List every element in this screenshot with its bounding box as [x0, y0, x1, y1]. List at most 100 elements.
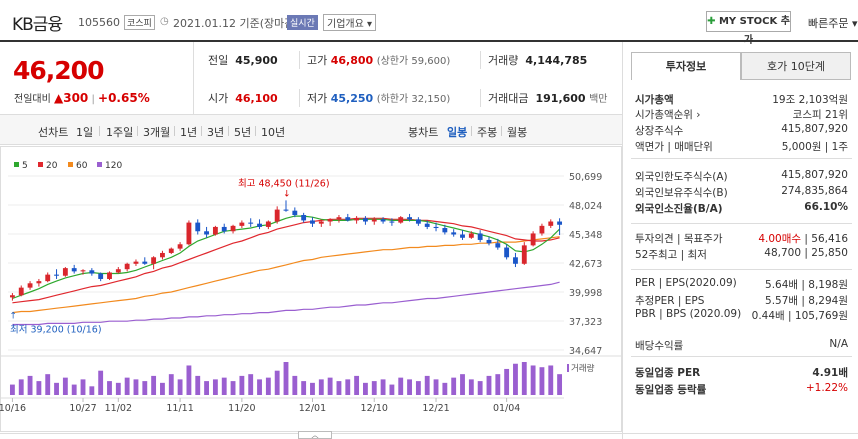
candle-chart-label: 봉차트 [408, 126, 439, 139]
candle-body [495, 243, 501, 248]
period-3year[interactable]: 3년 [207, 126, 225, 139]
volume-bar [557, 374, 563, 395]
open-price: 시가 46,100 [208, 92, 278, 105]
volume-bar [265, 377, 271, 395]
info-row-value: +1.22% [805, 382, 848, 394]
candle-body [204, 231, 209, 235]
candle-body [451, 232, 457, 235]
ma120-line [12, 281, 560, 326]
ma5-line [12, 215, 561, 300]
x-tick-label: 12/21 [422, 403, 449, 414]
y-tick-label: 37,323 [569, 317, 602, 328]
stock-header: KB금융 105560 코스피 ◷ 2021.01.12 기준(장마감) 실시간… [0, 0, 858, 46]
volume-bar [380, 379, 386, 395]
candle-body [45, 274, 51, 282]
candle-body [557, 221, 563, 225]
low-annotation: 최저 39,200 (10/16) [10, 325, 102, 336]
x-tick-label: 12/10 [361, 403, 388, 414]
my-stock-add-button[interactable]: ✚ MY STOCK 추가 [706, 11, 791, 46]
high-annotation: 최고 48,450 (11/26) [238, 178, 330, 189]
price-change: 전일대비 ▲300 | +0.65% [14, 91, 150, 105]
tab-orderbook-10[interactable]: 호가 10단계 [741, 52, 851, 80]
candle-monthly[interactable]: 월봉 [507, 126, 528, 139]
volume-bar [54, 382, 59, 395]
candle-body [257, 223, 262, 227]
info-row-label: 외국인보유주식수(B) [635, 187, 728, 199]
low-price: 저가 45,250 (하한가 32,150) [307, 92, 451, 105]
price-box: 46,200 전일대비 ▲300 | +0.65% [0, 42, 194, 114]
info-row-value: 코스피 21위 [792, 109, 848, 121]
volume-bar [168, 374, 174, 395]
plus-icon: ✚ [707, 16, 716, 27]
period-5year[interactable]: 5년 [234, 126, 252, 139]
candle-body [239, 222, 245, 226]
divider [480, 51, 481, 69]
info-row-label: 상장주식수 [635, 125, 684, 137]
period-1year[interactable]: 1년 [180, 126, 198, 139]
info-row-value-rest: | 56,416 [801, 233, 848, 245]
candle-body [530, 233, 536, 246]
candle-body [133, 261, 139, 264]
volume-bar [345, 379, 351, 395]
quick-order-button[interactable]: 빠른주문 ▾ [808, 17, 858, 30]
volume-bar [151, 375, 157, 395]
stock-code: 105560 [78, 16, 120, 29]
candle-daily[interactable]: 일봉 [447, 126, 468, 139]
candle-body [486, 239, 492, 244]
candle-body [310, 220, 315, 224]
line-chart-button[interactable]: 선차트 [38, 126, 69, 139]
candle-weekly[interactable]: 주봉 [477, 126, 498, 139]
volume-bar [460, 374, 465, 395]
volume-bar [451, 377, 457, 395]
tab-investment-info[interactable]: 투자정보 [631, 52, 741, 80]
legend-label: 60 [76, 161, 88, 171]
clock-icon: ◷ [160, 16, 169, 27]
legend-label: 5 [22, 161, 28, 171]
candle-body [71, 268, 77, 272]
candle-body [513, 257, 518, 264]
candle-body [274, 209, 280, 222]
candle-body [283, 209, 289, 211]
volume-legend-swatch [567, 364, 569, 372]
volume-bar [142, 381, 148, 395]
volume-bar [160, 382, 165, 395]
volume-bar [186, 365, 192, 395]
info-row-label: 액면가 | 매매단위 [635, 141, 713, 153]
candle-body [168, 248, 174, 253]
y-tick-label: 48,024 [569, 201, 602, 212]
x-tick-label: 11/11 [166, 403, 193, 414]
volume-bar [301, 381, 307, 395]
period-10year[interactable]: 10년 [261, 126, 286, 139]
candlestick-chart[interactable]: 5 20 60 120 50,699 48,024 45,348 42,673 39,998 37… [0, 146, 622, 439]
info-tabs: 투자정보 호가 10단계 [631, 52, 852, 80]
period-1day[interactable]: 1일 [76, 126, 94, 139]
volume-bar [442, 382, 448, 395]
candle-body [301, 215, 307, 221]
candle-body [124, 263, 130, 270]
candle-body [318, 221, 324, 224]
volume-bar [107, 381, 112, 395]
period-1week[interactable]: 1주일 [106, 126, 134, 139]
company-overview-button[interactable]: 기업개요 ▾ [323, 14, 376, 31]
candle-body [160, 252, 165, 258]
volume-bar [415, 381, 421, 395]
info-row-value: N/A [829, 338, 848, 350]
x-tick-label: 10/27 [69, 403, 96, 414]
volume-bar [495, 374, 501, 395]
legend-swatch [14, 162, 19, 167]
collapse-handle[interactable]: ︿ [298, 431, 332, 439]
volume-bar [398, 377, 404, 395]
volume-bar [221, 377, 227, 395]
info-row-label: 외국인소진율(B/A) [635, 203, 723, 215]
stock-name: KB금융 [12, 15, 63, 35]
candle-body [265, 221, 271, 227]
candle-body [336, 217, 342, 220]
x-tick-label: 12/01 [299, 403, 326, 414]
candle-body [363, 218, 368, 222]
info-row-value: 274,835,864 [781, 185, 848, 197]
realtime-button[interactable]: 실시간 [287, 15, 318, 30]
period-3month[interactable]: 3개월 [143, 126, 171, 139]
volume-bar [18, 379, 24, 395]
volume-bar [371, 381, 377, 395]
price-stats: 전일 45,900 고가 46,800 (상한가 59,600) 거래량 4,1… [195, 42, 622, 114]
